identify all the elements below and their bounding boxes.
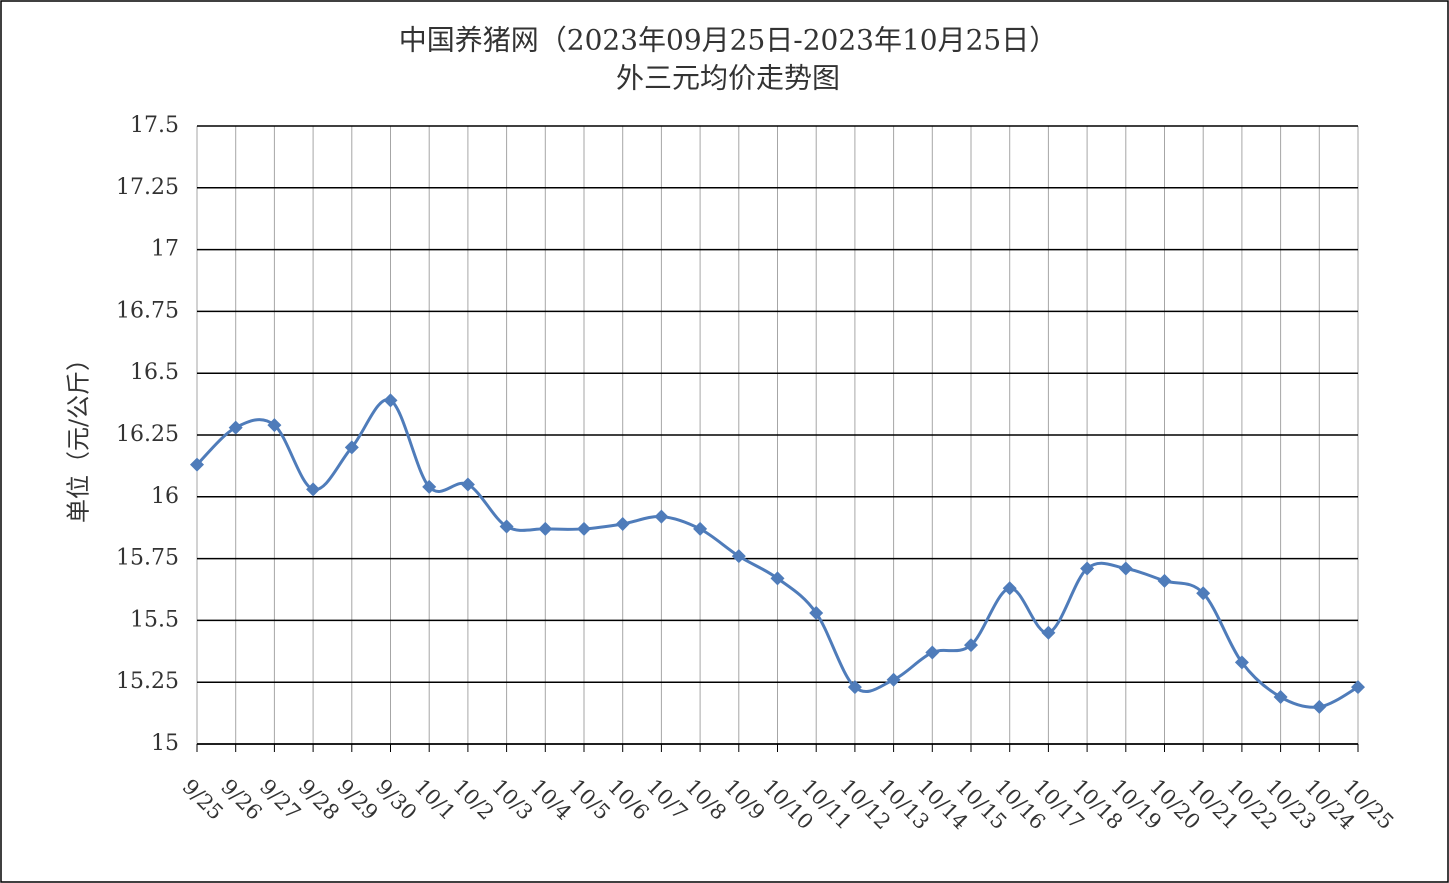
data-marker [1157,573,1172,588]
y-tick-label: 16.5 [130,360,179,385]
data-marker [538,521,553,536]
data-marker [1118,561,1133,576]
data-marker [499,519,514,534]
data-marker [344,440,359,455]
chart-title: 中国养猪网（2023年09月25日-2023年10月25日） [399,24,1058,57]
data-marker [1234,655,1249,670]
y-tick-label: 17.5 [130,113,179,138]
data-marker [693,521,708,536]
y-tick-label: 15.5 [130,607,179,632]
data-marker [422,479,437,494]
data-marker [615,516,630,531]
data-marker [1002,581,1017,596]
y-tick-label: 15.25 [116,669,179,694]
y-tick-label: 17 [151,237,179,262]
data-marker [964,638,978,653]
data-marker [1351,680,1365,695]
data-marker [886,672,901,687]
y-tick-label: 15 [151,731,179,756]
y-tick-label: 15.75 [116,546,179,571]
data-marker [1041,625,1056,640]
y-tick-label: 16 [151,484,179,509]
data-marker [847,680,862,695]
data-marker [383,393,398,408]
data-marker [770,571,785,586]
data-marker [731,549,746,564]
data-marker [577,521,591,536]
data-marker [1080,561,1095,576]
y-tick-label: 17.25 [116,175,179,200]
data-marker [654,509,669,524]
data-marker [1273,690,1288,705]
data-marker [460,477,475,492]
data-marker [1196,586,1211,601]
data-marker [1312,699,1327,714]
y-axis-label: 单位（元/公斤） [65,347,93,523]
y-tick-label: 16.25 [116,422,179,447]
data-marker [809,605,824,620]
y-tick-label: 16.75 [116,298,179,323]
data-marker [925,645,940,660]
data-marker [306,482,321,497]
data-marker [267,418,282,433]
data-marker [228,420,243,435]
data-marker [190,457,204,472]
chart-subtitle: 外三元均价走势图 [616,62,840,95]
